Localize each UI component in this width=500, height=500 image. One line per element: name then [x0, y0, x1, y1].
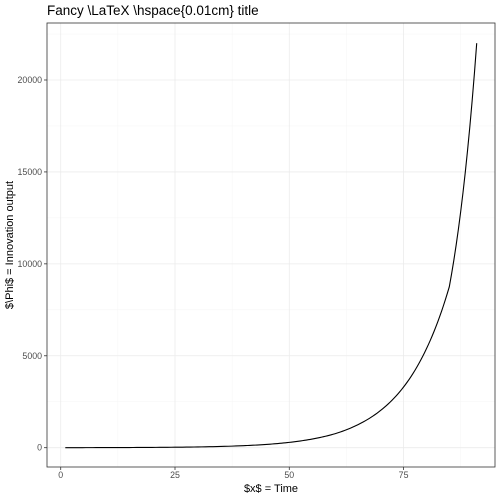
- y-tick-label: 5000: [22, 351, 42, 361]
- x-axis-title: $x$ = Time: [244, 483, 298, 495]
- series-layer: [65, 43, 478, 449]
- panel-border: [46, 22, 496, 468]
- y-axis-title: $\Phi$ = Innovation output: [4, 181, 16, 309]
- y-tick-label: 0: [37, 443, 42, 453]
- grid: [47, 23, 495, 467]
- y-tick-label: 15000: [18, 167, 43, 177]
- x-tick-label: 25: [170, 470, 180, 480]
- x-tick-label: 75: [399, 470, 409, 480]
- axes: 0 25 50 75 0 5000 10000 15000 20000: [18, 75, 409, 480]
- y-tick-label: 10000: [18, 259, 43, 269]
- x-tick-label: 50: [284, 470, 294, 480]
- chart-title: Fancy \LaTeX \hspace{0.01cm} title: [47, 3, 259, 18]
- series-line: [65, 43, 478, 449]
- y-tick-label: 20000: [18, 75, 43, 85]
- x-tick-label: 0: [58, 470, 63, 480]
